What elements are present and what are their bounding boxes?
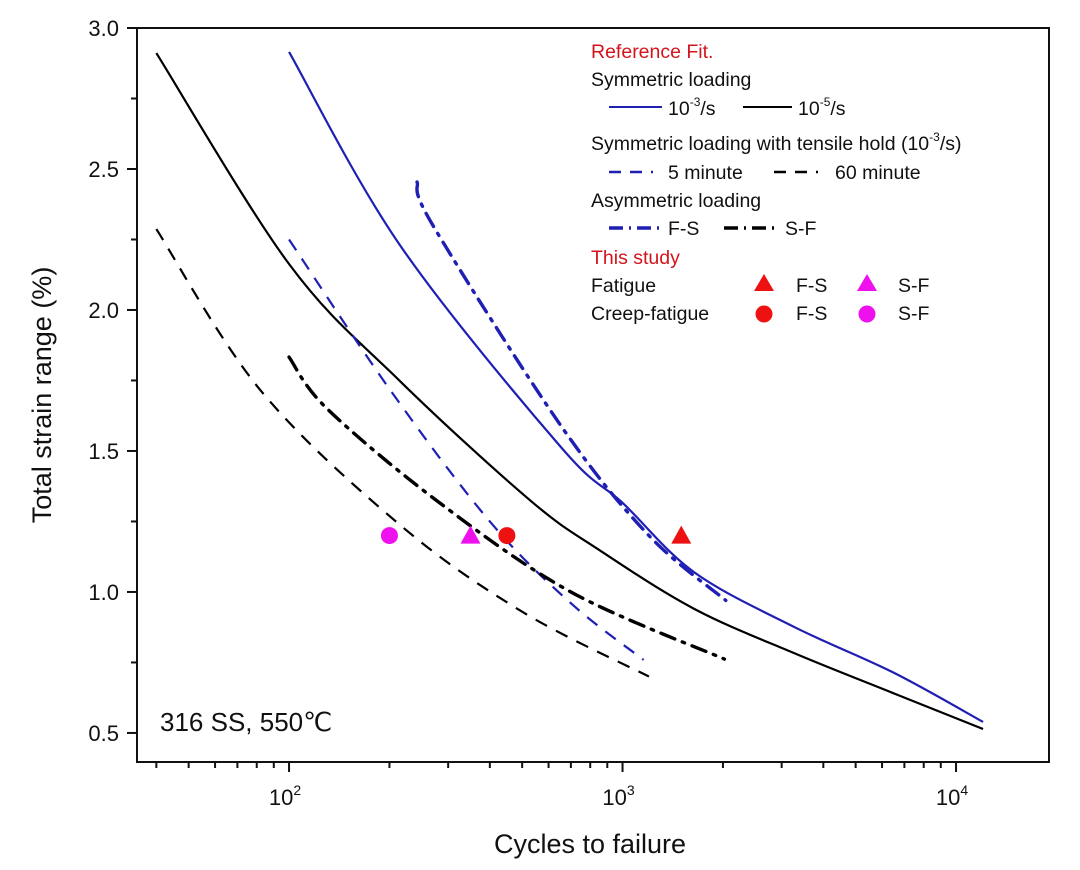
legend-label-creep-sf: S-F [898, 303, 930, 325]
legend-marker-fatigue-fs [754, 274, 774, 291]
legend-label-creep-fs: F-S [796, 303, 827, 325]
plot-frame [136, 27, 1050, 763]
y-tick-label: 3.0 [88, 16, 119, 41]
legend: Reference Fit. Symmetric loading 10-3/s … [591, 41, 962, 325]
legend-label-sym-slow: 10-5/s [798, 95, 846, 120]
legend-group-asym: Asymmetric loading [591, 190, 761, 212]
x-tick-label: 104 [936, 782, 968, 810]
series-line-dash-2 [288, 238, 645, 661]
series-line-solid-1 [155, 52, 984, 731]
legend-row-creep: Creep-fatigue [591, 303, 709, 325]
legend-marker-creep-fs [755, 305, 773, 323]
legend-row-fatigue: Fatigue [591, 275, 656, 297]
y-axis-title: Total strain range (%) [27, 267, 57, 524]
series-line-dashdot-5 [287, 355, 727, 661]
y-tick-label: 2.0 [88, 298, 119, 323]
data-point-creep-fatigue-f-s [498, 527, 516, 545]
y-tick-label: 0.5 [88, 721, 119, 746]
data-point-fatigue-f-s [671, 525, 692, 544]
data-point-creep-fatigue-s-f [380, 527, 398, 545]
series-line-dash-3 [155, 228, 650, 678]
legend-header-reference: Reference Fit. [591, 41, 713, 63]
x-axis: 102 103 104 [155, 762, 968, 810]
data-points [380, 525, 692, 545]
series-line-dashdot-4 [415, 180, 728, 603]
legend-label-fatigue-fs: F-S [796, 275, 827, 297]
material-annotation: 316 SS, 550℃ [160, 707, 332, 737]
series-curves [155, 51, 984, 731]
data-point-fatigue-s-f [460, 525, 481, 544]
x-tick-label: 102 [269, 782, 301, 810]
legend-label-hold-60: 60 minute [835, 162, 921, 184]
legend-label-sym-fast: 10-3/s [668, 95, 716, 120]
legend-marker-fatigue-sf [857, 274, 877, 291]
y-tick-label: 1.5 [88, 439, 119, 464]
y-axis: 0.5 1.0 1.5 2.0 2.5 3.0 [88, 16, 137, 746]
legend-label-asym-sf: S-F [785, 218, 817, 240]
legend-label-hold-5: 5 minute [668, 162, 743, 184]
legend-label-asym-fs: F-S [668, 218, 699, 240]
x-tick-label: 103 [602, 782, 634, 810]
legend-group-hold: Symmetric loading with tensile hold (10-… [591, 130, 962, 155]
legend-label-fatigue-sf: S-F [898, 275, 930, 297]
legend-marker-creep-sf [858, 305, 876, 323]
legend-group-symmetric: Symmetric loading [591, 69, 751, 91]
x-axis-title: Cycles to failure [494, 829, 686, 859]
y-tick-label: 2.5 [88, 157, 119, 182]
legend-header-study: This study [591, 247, 680, 269]
series-line-solid-0 [288, 51, 984, 723]
y-tick-label: 1.0 [88, 580, 119, 605]
